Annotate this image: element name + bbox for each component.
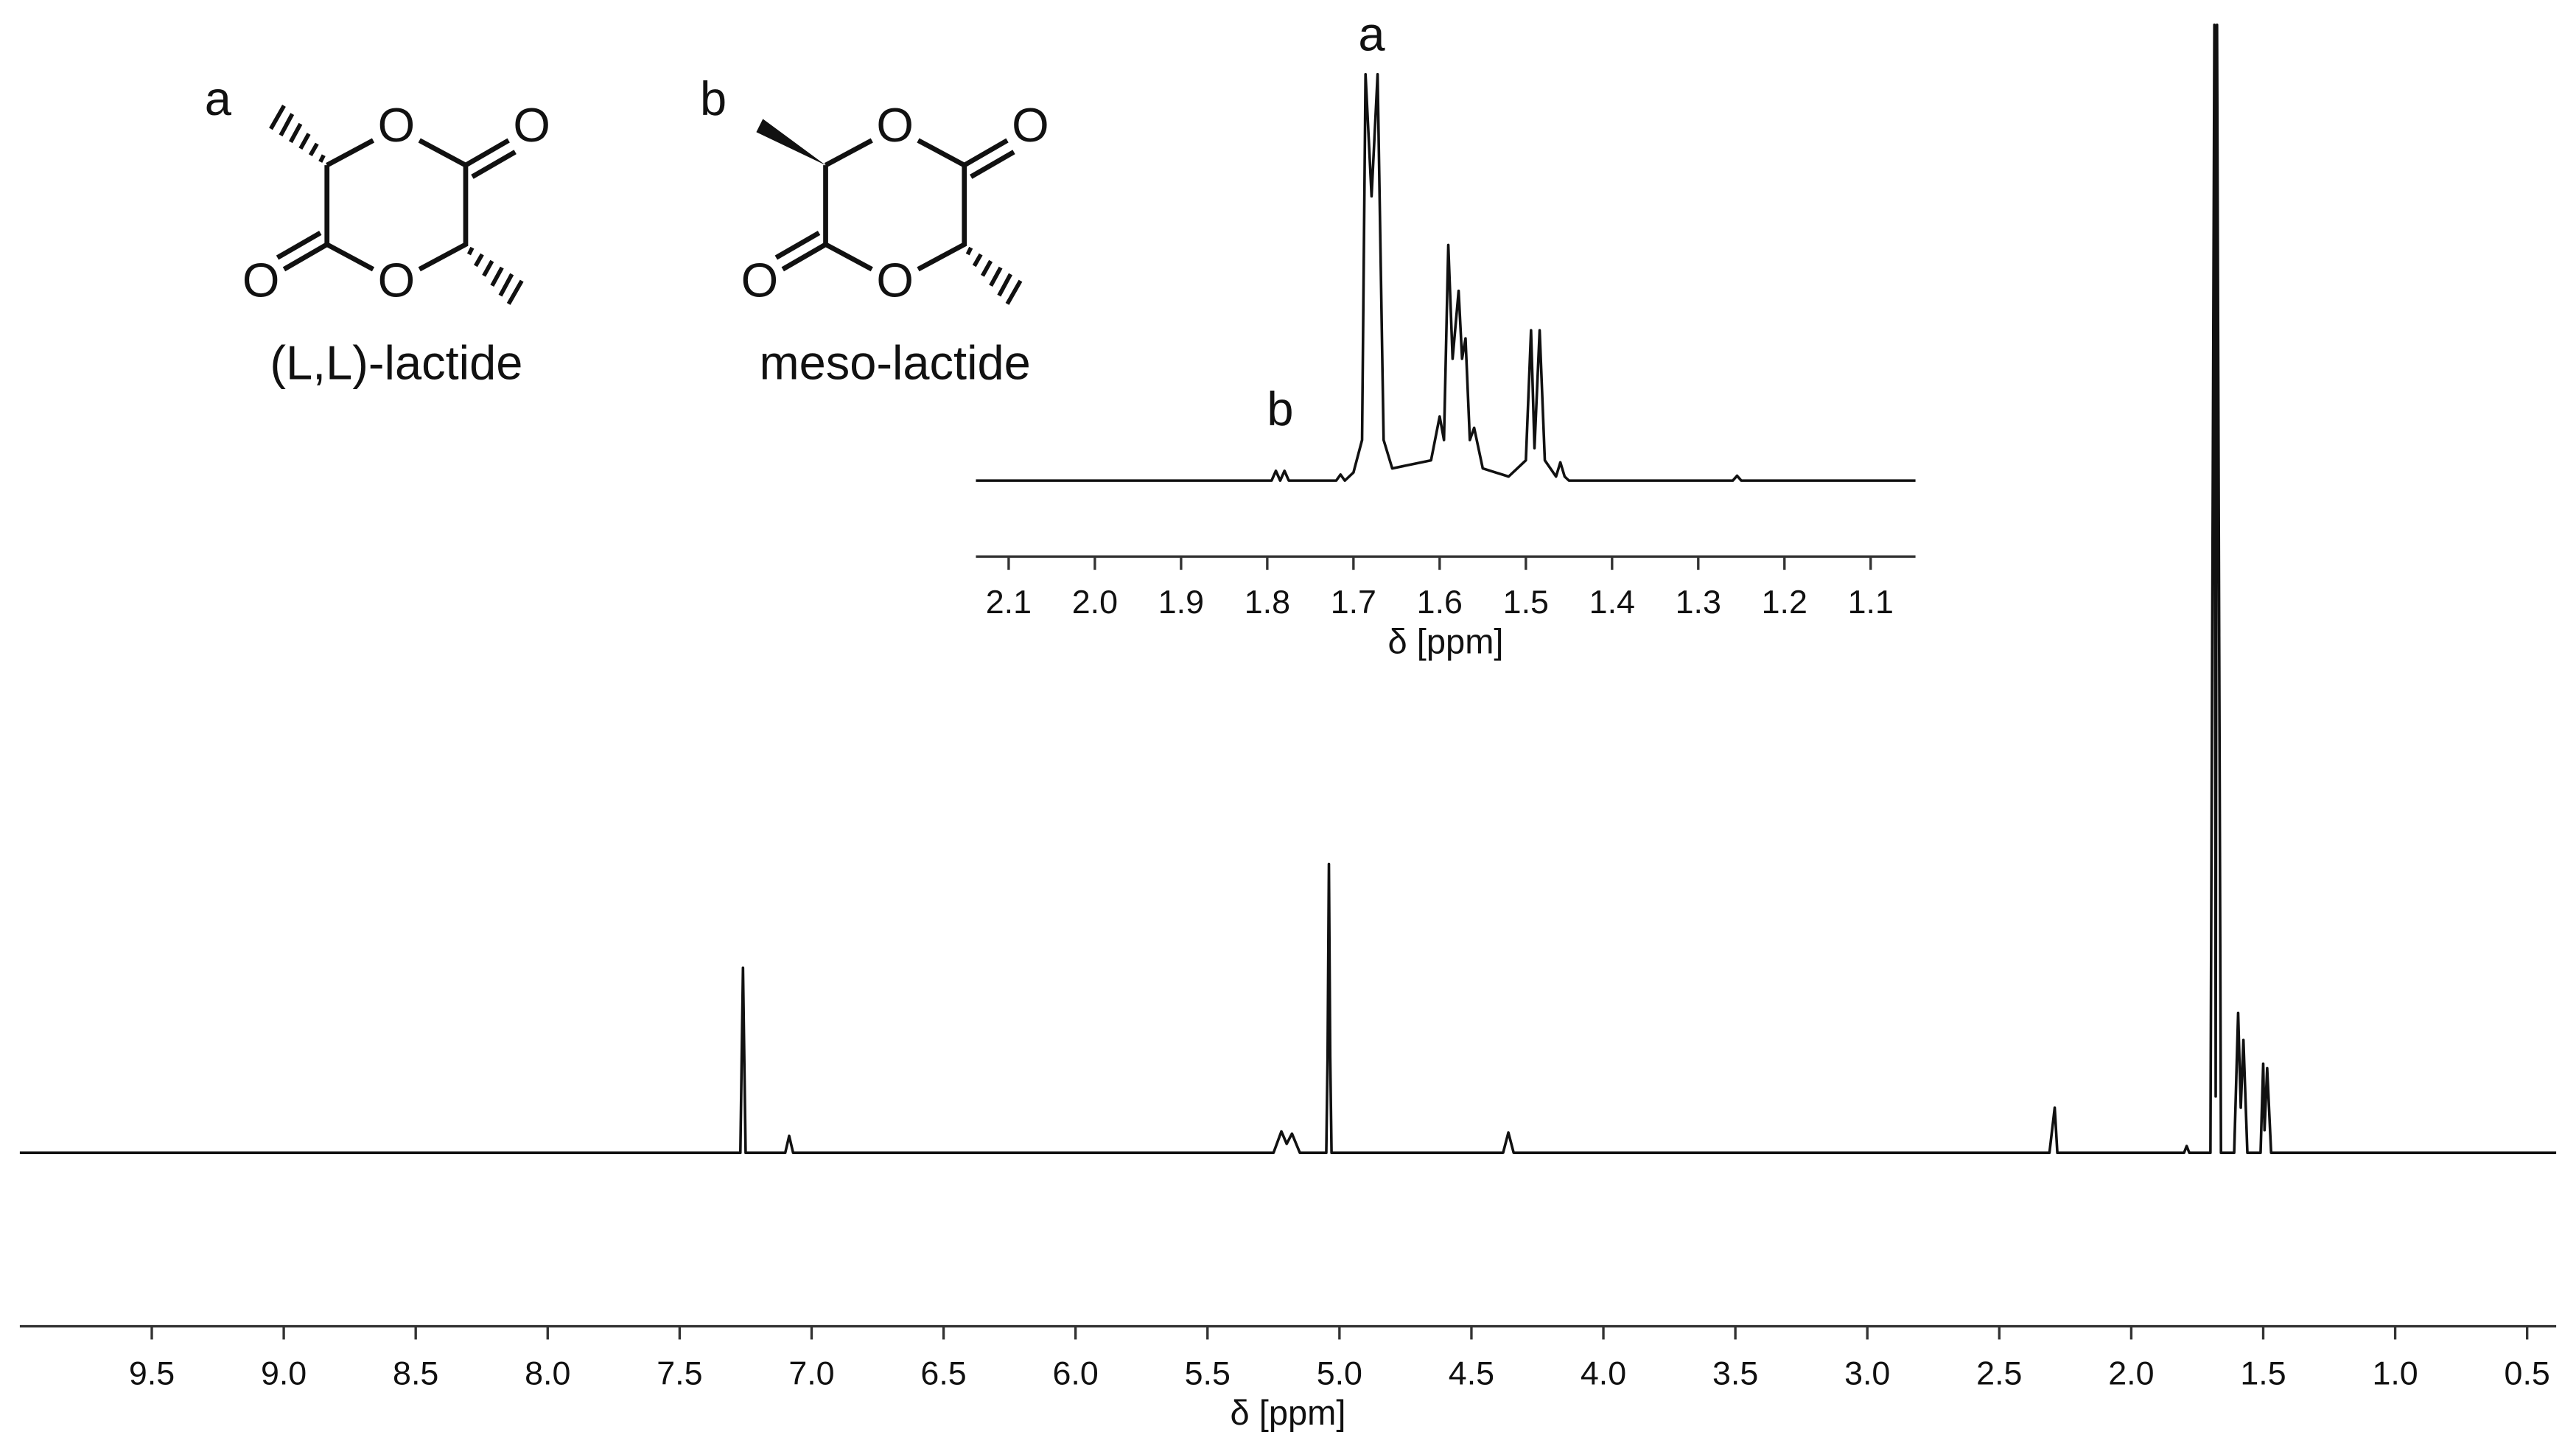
x-tick-label: 4.0 bbox=[1581, 1355, 1626, 1392]
x-tick-label: 8.0 bbox=[525, 1355, 570, 1392]
structure-label: (L,L)-lactide bbox=[270, 336, 522, 390]
x-tick-label: 5.0 bbox=[1317, 1355, 1362, 1392]
hash-bond bbox=[965, 246, 1023, 305]
substituent-label: b bbox=[700, 71, 727, 125]
x-tick-label: 8.5 bbox=[393, 1355, 438, 1392]
spectrum-line bbox=[976, 73, 1916, 482]
x-tick-label: 4.5 bbox=[1449, 1355, 1494, 1392]
x-tick-label: 2.0 bbox=[1072, 584, 1118, 621]
ring-bonds bbox=[823, 138, 967, 272]
structure-meso: O O O O b meso-lactide bbox=[700, 71, 1049, 390]
structure-label: meso-lactide bbox=[759, 336, 1030, 390]
hash-bond bbox=[466, 246, 524, 305]
structure-ll: O O O O a (L,L)-lactide bbox=[205, 71, 550, 390]
x-tick-label: 3.0 bbox=[1844, 1355, 1890, 1392]
x-tick-label: 1.1 bbox=[1848, 584, 1894, 621]
x-tick-label: 1.5 bbox=[2240, 1355, 2286, 1392]
x-axis-label: δ [ppm] bbox=[1231, 1393, 1346, 1432]
x-tick-label: 3.5 bbox=[1712, 1355, 1758, 1392]
spectrum-line bbox=[19, 23, 2557, 1155]
hash-bond bbox=[269, 105, 326, 163]
atom: O bbox=[876, 98, 914, 152]
x-tick-label: 9.5 bbox=[129, 1355, 175, 1392]
peak-label: b bbox=[1267, 382, 1293, 436]
wedge-bond bbox=[756, 119, 826, 166]
x-tick-label: 1.0 bbox=[2372, 1355, 2418, 1392]
ring-bonds bbox=[324, 138, 469, 272]
atom: O bbox=[378, 98, 416, 152]
x-tick-label: 0.5 bbox=[2505, 1355, 2550, 1392]
atom: O bbox=[876, 254, 914, 307]
x-tick-label: 6.5 bbox=[920, 1355, 966, 1392]
atom: O bbox=[741, 254, 779, 307]
x-tick-label: 2.5 bbox=[1976, 1355, 2022, 1392]
atom: O bbox=[1012, 98, 1049, 152]
carbonyl bbox=[464, 138, 517, 179]
x-tick-label: 1.7 bbox=[1331, 584, 1376, 621]
atom: O bbox=[242, 254, 280, 307]
substituent-label: a bbox=[205, 71, 232, 125]
x-axis-label: δ [ppm] bbox=[1388, 621, 1504, 660]
x-tick-label: 2.1 bbox=[986, 584, 1032, 621]
x-tick-label: 9.0 bbox=[261, 1355, 307, 1392]
x-tick-label: 1.3 bbox=[1676, 584, 1721, 621]
x-tick-label: 1.2 bbox=[1762, 584, 1807, 621]
carbonyl bbox=[963, 138, 1015, 179]
carbonyl bbox=[774, 231, 827, 272]
atom: O bbox=[513, 98, 550, 152]
atom: O bbox=[378, 254, 416, 307]
x-tick-label: 7.0 bbox=[788, 1355, 834, 1392]
x-tick-label: 6.0 bbox=[1053, 1355, 1099, 1392]
x-tick-label: 5.5 bbox=[1185, 1355, 1231, 1392]
x-tick-label: 2.0 bbox=[2108, 1355, 2154, 1392]
x-tick-label: 1.9 bbox=[1158, 584, 1204, 621]
peak-label: a bbox=[1358, 7, 1385, 60]
x-tick-label: 1.4 bbox=[1589, 584, 1635, 621]
x-tick-label: 1.8 bbox=[1245, 584, 1290, 621]
carbonyl bbox=[276, 231, 329, 272]
x-tick-label: 1.5 bbox=[1503, 584, 1549, 621]
x-tick-label: 1.6 bbox=[1417, 584, 1463, 621]
x-tick-label: 7.5 bbox=[657, 1355, 702, 1392]
